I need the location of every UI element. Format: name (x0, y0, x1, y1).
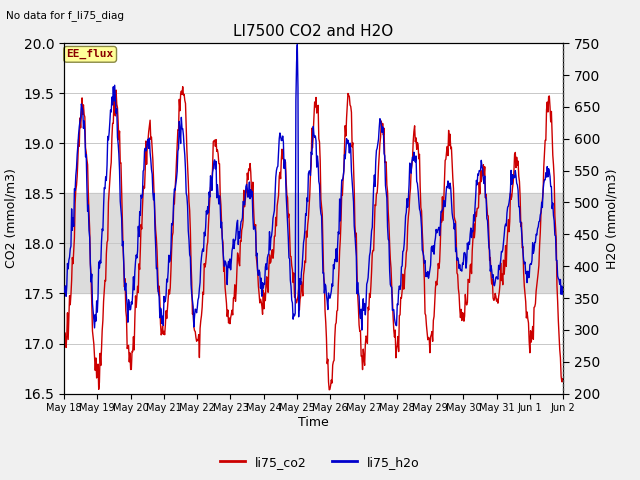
Title: LI7500 CO2 and H2O: LI7500 CO2 and H2O (234, 24, 394, 39)
Text: EE_flux: EE_flux (67, 49, 114, 60)
Bar (64, 193, 563, 293)
Legend: li75_co2, li75_h2o: li75_co2, li75_h2o (215, 451, 425, 474)
Y-axis label: H2O (mmol/m3): H2O (mmol/m3) (605, 168, 618, 269)
Text: No data for f_li75_diag: No data for f_li75_diag (6, 10, 124, 21)
Y-axis label: CO2 (mmol/m3): CO2 (mmol/m3) (5, 168, 18, 268)
X-axis label: Time: Time (298, 416, 329, 429)
